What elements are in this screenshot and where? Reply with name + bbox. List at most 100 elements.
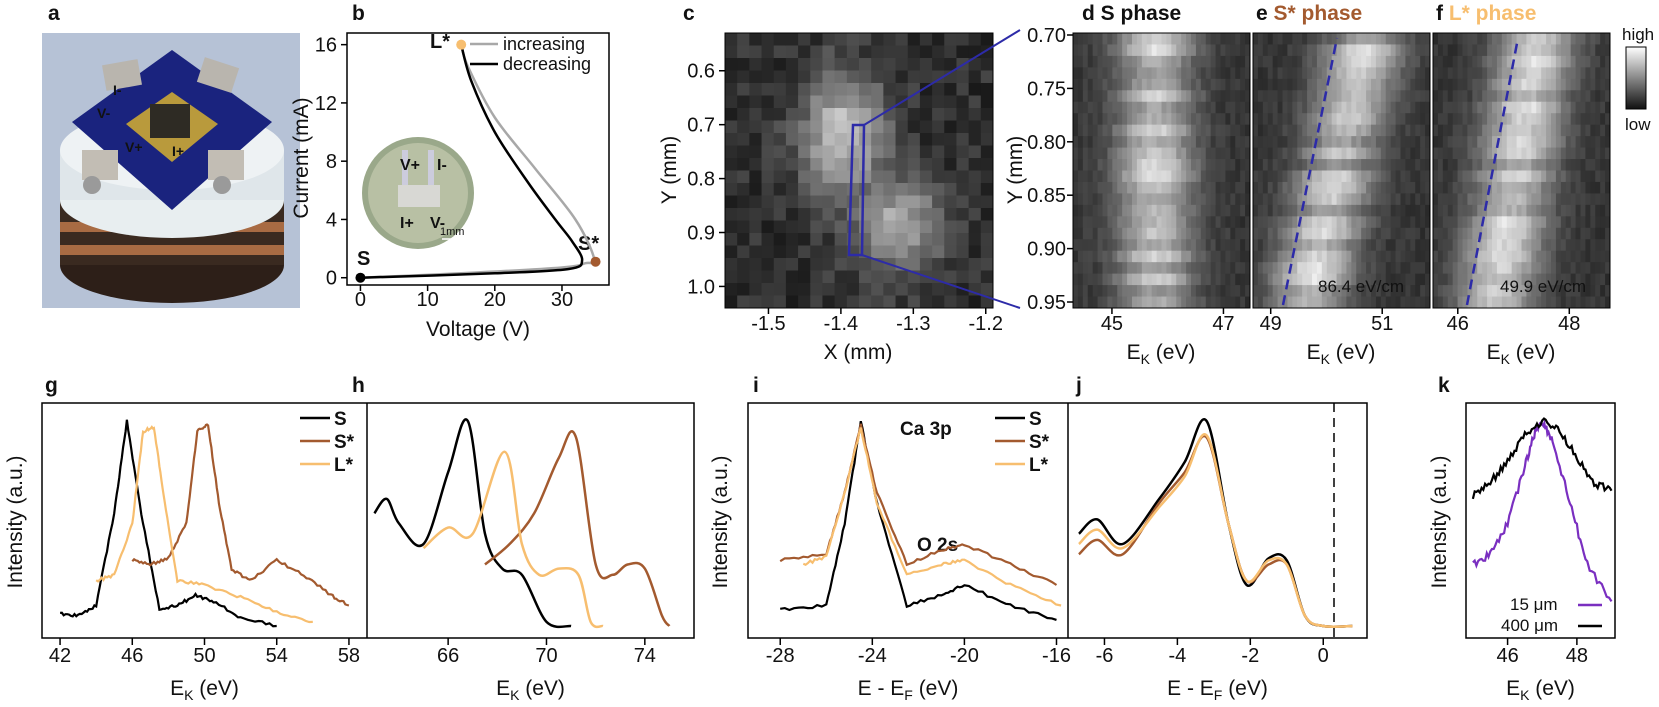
linescan-pixel [1326,239,1333,252]
c-map-pixel [810,295,824,308]
linescan-pixel [1482,101,1488,114]
linescan-pixel [1097,227,1104,240]
linescan-pixel [1302,124,1308,137]
h-xtick-label: 74 [634,645,656,667]
linescan-pixel [1220,239,1227,252]
linescan-pixel [1302,136,1308,149]
linescan-pixel [1433,193,1439,206]
linescan-pixel [1380,204,1387,217]
linescan-pixel [1253,181,1259,195]
linescan-pixel [1487,273,1493,286]
linescan-pixel [1302,170,1308,183]
c-map-pixel [810,208,824,222]
linescan-pixel [1302,55,1308,68]
linescan-pixel [1457,124,1464,137]
linescan-pixel [1410,55,1416,68]
linescan-pixel [1297,159,1303,172]
linescan-pixel [1073,67,1079,80]
c-map-pixel [895,233,909,247]
linescan-pixel [1570,147,1577,160]
linescan-pixel [1442,181,1449,195]
linescan-pixel [1156,262,1163,275]
linescan-pixel [1312,296,1318,308]
c-map-pixel [871,145,884,159]
linescan-pixel [1166,181,1172,195]
linescan-pixel [1186,78,1192,91]
linescan-pixel [1472,181,1478,195]
linescan-pixel [1536,227,1542,240]
linescan-pixel [1073,227,1079,240]
linescan-pixel [1595,296,1601,308]
linescan-pixel [1082,170,1089,183]
linescan-pixel [1437,78,1444,91]
linescan-pixel [1225,273,1231,286]
linescan-pixel [1487,78,1493,91]
linescan-pixel [1511,262,1518,275]
linescan-pixel [1176,124,1182,137]
linescan-pixel [1420,136,1426,149]
linescan-pixel [1565,296,1572,308]
c-map-pixel [785,158,799,172]
linescan-pixel [1151,250,1158,263]
linescan-pixel [1565,239,1572,252]
linescan-pixel [1146,227,1153,240]
linescan-pixel [1171,273,1177,286]
linescan-pixel [1205,170,1212,183]
linescan-pixel [1257,55,1264,68]
linescan-pixel [1472,147,1478,160]
linescan-pixel [1462,33,1469,46]
linescan-pixel [1112,227,1118,240]
linescan-pixel [1073,204,1079,217]
linescan-pixel [1585,250,1591,263]
linescan-pixel [1341,159,1348,172]
b-series-increasing [360,44,596,279]
linescan-pixel [1487,227,1493,240]
linescan-pixel [1555,227,1562,240]
linescan-pixel [1225,78,1231,91]
linescan-pixel [1541,101,1547,114]
linescan-pixel [1580,55,1587,68]
c-map-pixel [883,233,897,247]
linescan-pixel [1186,273,1192,286]
linescan-pixel [1326,159,1333,172]
linescan-pixel [1506,285,1513,298]
linescan-pixel [1141,33,1148,46]
linescan-pixel [1235,67,1241,80]
linescan-pixel [1536,296,1542,308]
linescan-pixel [1292,250,1298,263]
linescan-pixel [1176,67,1182,80]
linescan-pixel [1415,170,1421,183]
linescan-pixel [1395,113,1402,126]
linescan-pixel [1492,296,1498,308]
linescan-pixel [1122,44,1128,57]
linescan-pixel [1191,147,1197,160]
linescan-pixel [1405,136,1411,149]
linescan-pixel [1282,147,1289,160]
linescan-pixel [1477,193,1483,206]
linescan-pixel [1092,181,1099,195]
linescan-pixel [1425,78,1430,91]
linescan-pixel [1580,250,1587,263]
c-map-pixel [737,220,750,234]
g-legend-s: S [334,409,347,430]
linescan-pixel [1282,67,1289,80]
c-map-pixel [968,145,982,159]
linescan-pixel [1395,262,1402,275]
c-map-pixel [822,270,836,284]
linescan-pixel [1107,250,1113,263]
linescan-pixel [1272,262,1279,275]
linescan-pixel [1467,55,1473,68]
j-xtick-label: -4 [1168,645,1186,667]
linescan-pixel [1277,250,1284,263]
linescan-pixel [1600,216,1606,229]
linescan-pixel [1521,181,1528,195]
linescan-pixel [1122,193,1128,206]
linescan-pixel [1292,67,1298,80]
c-map-pixel [944,58,958,72]
c-map-pixel [773,108,787,122]
c-map-pixel [785,220,799,234]
c-map-pixel [944,108,958,122]
linescan-pixel [1351,262,1357,275]
linescan-pixel [1496,159,1503,172]
linescan-pixel [1307,216,1313,229]
